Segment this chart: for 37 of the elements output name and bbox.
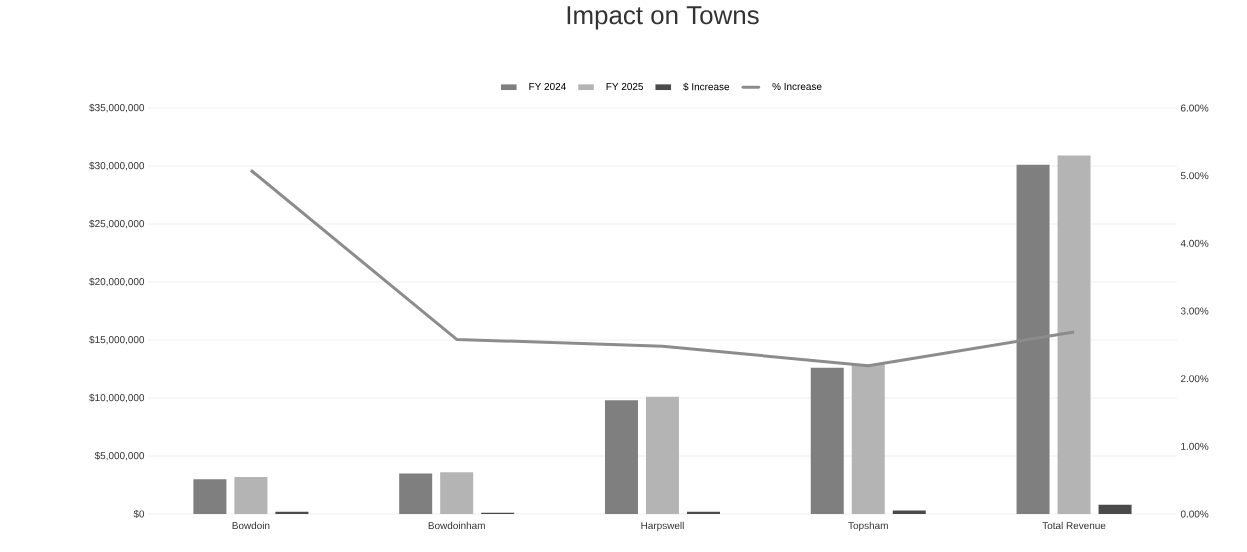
chart-title: Impact on Towns — [567, 6, 759, 30]
bar — [440, 472, 474, 514]
x-tick-label: Harpswell — [641, 521, 684, 532]
y-tick-label: $20,000,000 — [89, 277, 145, 287]
x-tick-label: Total Revenue — [1042, 521, 1106, 530]
y-tick-label: $0 — [133, 509, 145, 519]
line-series — [249, 168, 1076, 368]
y2-tick-label: 1.00% — [1181, 442, 1209, 450]
y2-tick-label: 6.00% — [1180, 104, 1209, 112]
x-tick-label: Bowdoinham — [428, 521, 485, 530]
y-tick-label: $5,000,000 — [94, 451, 145, 461]
y-tick-label: $10,000,000 — [89, 393, 145, 403]
bar — [810, 367, 844, 514]
y2-tick-label: 2.00% — [1180, 375, 1209, 383]
y-tick-label: $30,000,000 — [89, 161, 145, 171]
y2-tick-label: 5.00% — [1180, 172, 1209, 180]
bar — [193, 479, 227, 514]
x-tick-label: Bowdoin — [232, 521, 270, 530]
y2-tick-label: 4.00% — [1180, 239, 1209, 247]
x-tick-label: Topsham — [848, 521, 888, 532]
bar — [234, 476, 268, 514]
bar — [1016, 164, 1050, 514]
legend-label: $ Increase — [683, 82, 730, 91]
y2-tick-label: 3.00% — [1180, 307, 1209, 315]
y2-tick-label: 0.00% — [1180, 510, 1209, 518]
bar — [399, 473, 433, 514]
bar — [1098, 504, 1132, 514]
legend-label: FY 2025 — [606, 82, 644, 91]
y-tick-label: $35,000,000 — [89, 103, 145, 113]
bar — [645, 396, 679, 514]
y-tick-label: $25,000,000 — [89, 219, 145, 229]
bar — [851, 364, 885, 514]
bar — [1057, 155, 1091, 514]
bar — [604, 400, 638, 514]
y-tick-label: $15,000,000 — [89, 335, 145, 345]
legend-label: FY 2024 — [529, 82, 566, 91]
legend-label: % Increase — [772, 82, 822, 90]
